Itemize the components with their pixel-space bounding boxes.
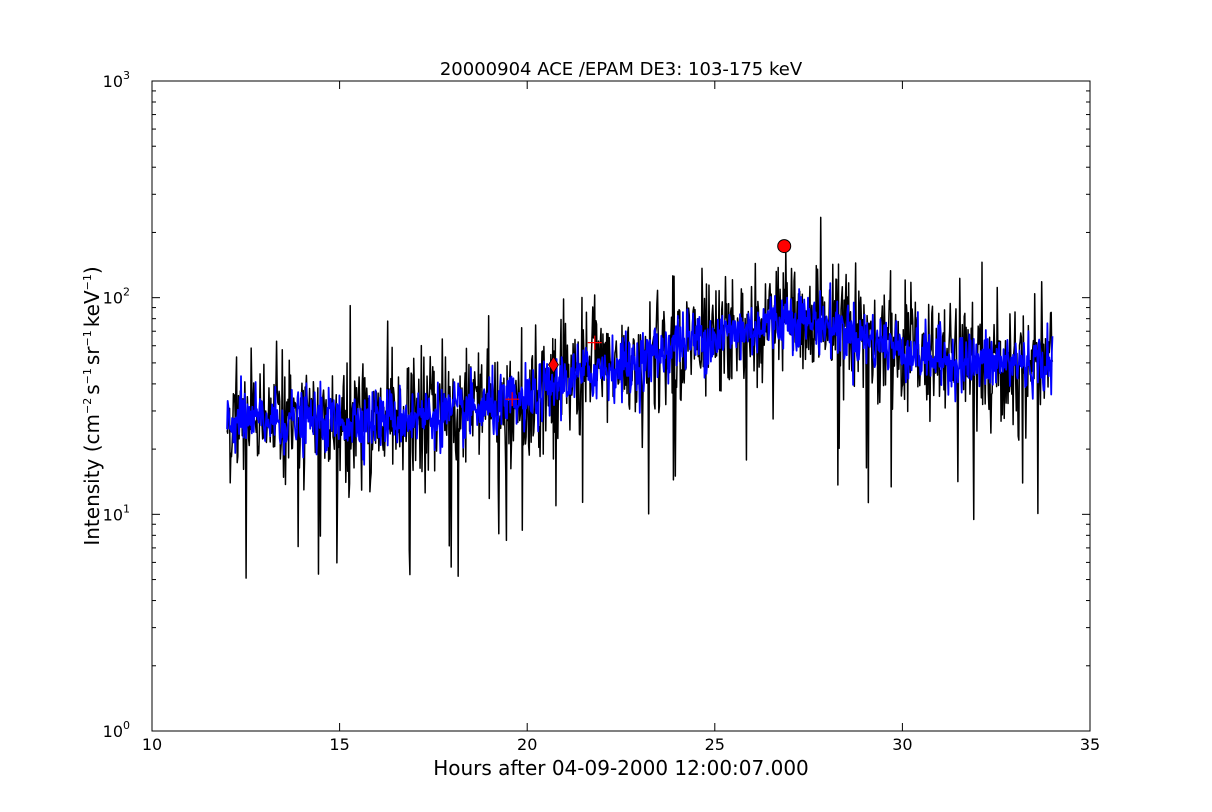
peak-marker-circle [777,239,792,254]
x-tick-label: 30 [892,735,912,754]
y-tick-label: 102 [103,286,130,308]
x-tick-label: 15 [329,735,349,754]
ylabel-exp3: −1 [81,330,94,346]
ylabel-exp4: −1 [81,274,94,290]
x-tick-label: 10 [142,735,162,754]
ylabel-exp2: −1 [81,368,94,384]
y-tick-exp: 0 [123,719,130,732]
y-tick-label: 101 [103,502,130,524]
x-tick-label: 35 [1080,735,1100,754]
y-tick-exp: 2 [123,286,130,299]
x-axis: 10 15 20 25 30 35 [142,81,1100,754]
series-smoothed-line [226,282,1054,466]
y-tick-exp: 1 [123,502,130,515]
ylabel-p3: sr [80,346,104,365]
x-tick-label: 25 [705,735,725,754]
plot-frame [151,80,1091,732]
onset-marker-diamond [547,356,559,374]
plot-area [151,80,1091,732]
y-axis-label: Intensity (cm−2s−1sr−1keV−1) [80,266,104,545]
event-marker-plus [587,335,602,350]
event-marker-plus [505,392,520,407]
ylabel-p4: keV [80,290,104,327]
series-layer [226,216,1054,579]
chart-title: 20000904 ACE /EPAM DE3: 103-175 keV [440,59,803,80]
ylabel-exp1: −2 [81,398,94,414]
x-axis-label: Hours after 04-09-2000 12:00:07.000 [433,756,809,780]
y-tick-exp: 3 [123,69,130,82]
y-tick-base: 10 [103,505,123,524]
marker-layer [505,239,792,407]
ylabel-prefix: Intensity (cm [80,414,104,546]
ylabel-p2: s [80,384,104,394]
ylabel-suffix: ) [80,266,104,274]
y-tick-base: 10 [103,722,123,741]
x-tick-label: 20 [517,735,537,754]
y-tick-label: 100 [103,719,130,741]
y-tick-label: 103 [103,69,130,91]
y-tick-base: 10 [103,72,123,91]
y-tick-base: 10 [103,289,123,308]
